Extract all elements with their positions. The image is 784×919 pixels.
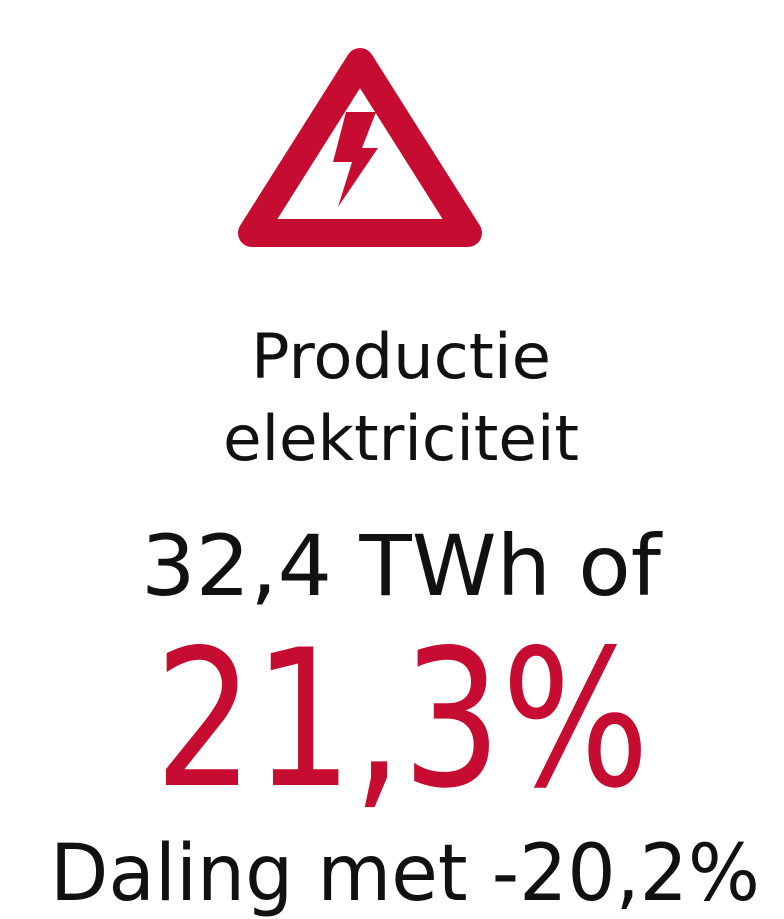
change-text: Daling met -20,2% (50, 829, 760, 919)
title-line: elektriciteit (223, 402, 579, 475)
title-line: Productie (251, 320, 551, 393)
warning-icon (238, 48, 482, 247)
lightning-bolt (333, 112, 378, 207)
amount-text: 32,4 TWh of (141, 517, 663, 615)
share-value: 21,3% (155, 609, 650, 830)
